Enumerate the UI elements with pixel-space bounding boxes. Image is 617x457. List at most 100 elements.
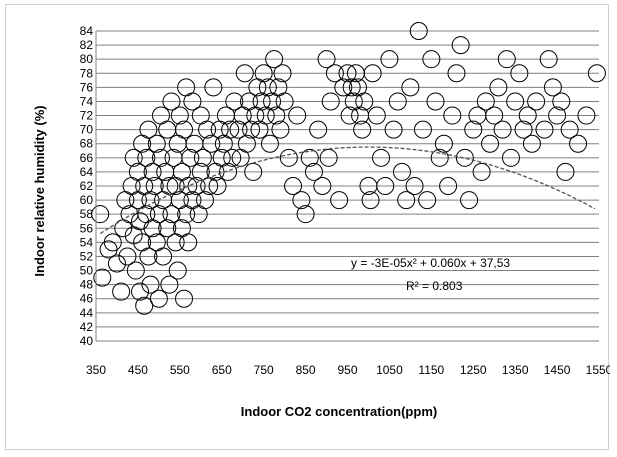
- x-tick-labels: 350 450 550 650 750 850 950 1050 1150 1250 1350 145…: [86, 363, 610, 377]
- data-point: [426, 92, 445, 111]
- y-tick-label: 46: [80, 292, 94, 306]
- y-tick-label: 70: [80, 123, 94, 137]
- data-point: [384, 120, 403, 139]
- data-point: [556, 162, 575, 181]
- trendline-equation: y = -3E-05x² + 0.060x + 37,53: [351, 256, 510, 270]
- y-tick-label: 40: [80, 334, 94, 348]
- data-point: [506, 92, 525, 111]
- y-tick-label: 80: [80, 52, 94, 66]
- data-point: [451, 36, 470, 55]
- x-tick-label: 1150: [418, 363, 444, 377]
- data-point: [204, 78, 223, 97]
- data-point: [401, 78, 420, 97]
- x-tick-label: 850: [296, 363, 316, 377]
- data-point: [522, 134, 541, 153]
- y-tick-label: 60: [80, 193, 94, 207]
- y-tick-label: 76: [80, 80, 94, 94]
- data-point: [361, 191, 380, 210]
- trendline: [99, 146, 596, 235]
- data-point: [317, 50, 336, 69]
- data-point: [124, 148, 143, 167]
- data-point: [476, 92, 495, 111]
- data-point: [434, 134, 453, 153]
- data-point: [443, 106, 462, 125]
- data-point: [221, 120, 240, 139]
- data-point: [527, 92, 546, 111]
- data-point: [380, 50, 399, 69]
- data-point: [422, 50, 441, 69]
- data-point: [141, 275, 160, 294]
- data-point: [208, 177, 227, 195]
- data-point: [560, 120, 579, 139]
- data-point: [126, 261, 145, 280]
- y-tick-label: 56: [80, 221, 94, 235]
- data-point: [175, 120, 194, 139]
- data-point: [340, 106, 359, 125]
- data-point: [267, 106, 286, 125]
- data-point: [187, 177, 206, 195]
- data-point: [355, 92, 374, 111]
- data-point: [455, 148, 474, 167]
- data-point: [518, 106, 537, 125]
- data-point: [158, 219, 177, 238]
- data-point: [296, 205, 315, 224]
- x-tick-label: 550: [170, 363, 190, 377]
- data-point: [103, 233, 122, 252]
- data-point: [363, 64, 382, 83]
- data-point: [149, 205, 168, 224]
- data-point: [147, 134, 166, 153]
- x-tick-label: 1250: [460, 363, 487, 377]
- data-point: [265, 50, 284, 69]
- x-tick-label: 650: [212, 363, 232, 377]
- data-point: [405, 177, 424, 195]
- data-point: [321, 92, 340, 111]
- data-point: [235, 64, 254, 83]
- data-point: [258, 78, 277, 97]
- y-tick-label: 58: [80, 207, 94, 221]
- data-point: [154, 247, 173, 266]
- data-point: [139, 120, 158, 139]
- y-tick-labels: 4042444648505254565860626466687072747678…: [80, 24, 94, 348]
- data-point: [313, 177, 332, 195]
- data-point: [309, 120, 328, 139]
- y-tick-label: 84: [80, 24, 94, 38]
- y-tick-label: 50: [80, 264, 94, 278]
- data-point: [493, 120, 512, 139]
- data-point: [587, 64, 606, 83]
- data-point: [93, 268, 112, 287]
- y-tick-label: 74: [80, 94, 94, 108]
- data-point: [447, 64, 466, 83]
- data-point: [183, 92, 202, 111]
- data-point: [193, 148, 212, 167]
- data-point: [334, 78, 353, 97]
- data-point: [392, 162, 411, 181]
- y-tick-label: 52: [80, 249, 94, 263]
- data-point: [219, 162, 238, 181]
- y-tick-label: 44: [80, 306, 94, 320]
- data-point: [179, 233, 198, 252]
- data-point: [225, 92, 244, 111]
- data-point: [162, 92, 181, 111]
- y-tick-label: 72: [80, 109, 94, 123]
- data-point: [539, 50, 558, 69]
- y-tick-label: 78: [80, 66, 94, 80]
- y-axis-title: Indoor relative humidity (%): [32, 105, 47, 276]
- data-point: [577, 106, 596, 125]
- x-tick-label: 1350: [502, 363, 529, 377]
- y-tick-label: 66: [80, 151, 94, 165]
- data-points: [91, 22, 606, 315]
- data-point: [135, 296, 154, 315]
- x-axis-title: Indoor CO2 concentration(ppm): [241, 404, 437, 419]
- data-point: [229, 120, 248, 139]
- data-point: [439, 177, 458, 195]
- data-point: [418, 191, 437, 210]
- data-point: [548, 106, 567, 125]
- data-point: [107, 254, 126, 273]
- data-point: [223, 148, 242, 167]
- data-point: [162, 205, 181, 224]
- data-point: [260, 134, 279, 153]
- x-tick-label: 450: [128, 363, 148, 377]
- data-point: [279, 148, 298, 167]
- chart-frame: 40 42 44 46 48 50 52 54 56 58 60 62 64 66 68 70 72 74 76 78…: [5, 4, 610, 450]
- data-point: [409, 22, 428, 40]
